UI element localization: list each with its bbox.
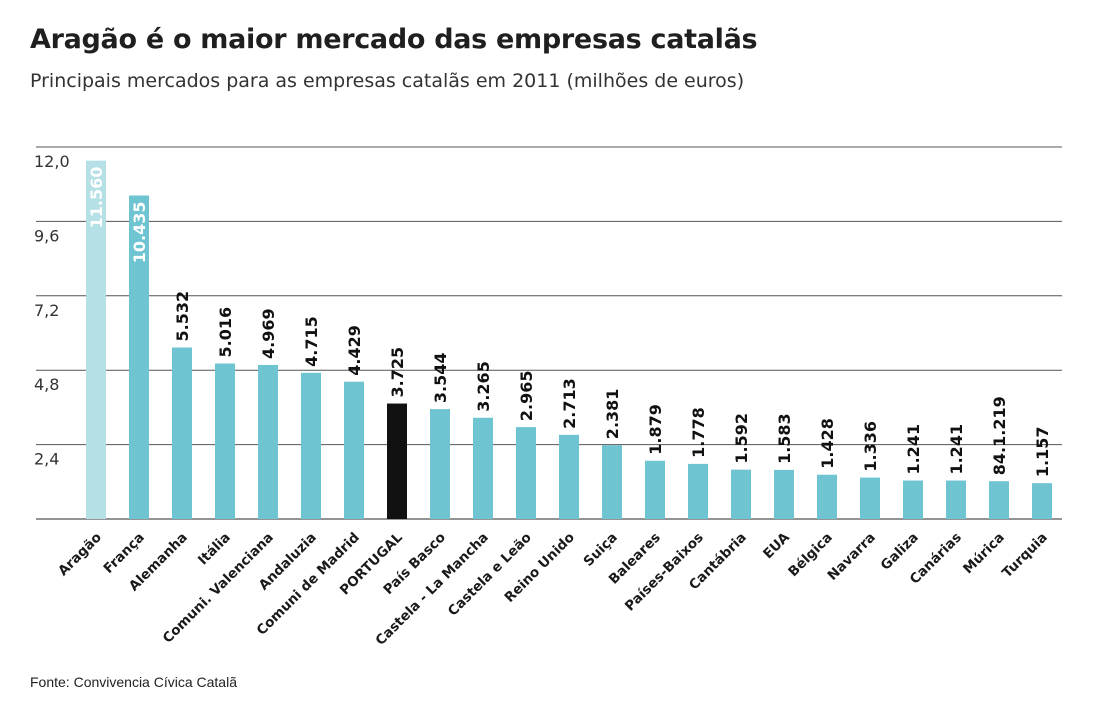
value-label: 5.532 [173, 291, 192, 342]
value-label: 3.265 [474, 361, 493, 412]
value-label: 2.381 [603, 389, 622, 440]
bar [516, 427, 536, 519]
value-label: 1.241 [947, 424, 966, 475]
category-label: Aragão [55, 530, 105, 580]
source-note: Fonte: Convivencia Cívica Catalã [30, 674, 237, 690]
value-label: 4.429 [345, 325, 364, 376]
bars [86, 160, 1052, 519]
value-label: 5.016 [216, 307, 235, 358]
bar [946, 480, 966, 519]
bar [86, 160, 106, 519]
bar [129, 195, 149, 519]
bar [344, 381, 364, 519]
value-label: 1.241 [904, 424, 923, 475]
category-label: Turquia [999, 530, 1051, 582]
bar [645, 460, 665, 519]
bar [258, 364, 278, 519]
value-label: 4.715 [302, 316, 321, 367]
value-label: 1.778 [689, 407, 708, 458]
y-axis: 2,4 4,8 7,2 9,6 12,0 [34, 152, 70, 469]
value-label: 1.583 [775, 413, 794, 464]
bar [860, 477, 880, 519]
value-label: 2.965 [517, 370, 536, 421]
value-label: 11.560 [87, 167, 106, 229]
grid-lines [36, 146, 1062, 520]
bar [430, 409, 450, 519]
bar [989, 481, 1009, 519]
chart-subtitle: Principais mercados para as empresas cat… [30, 70, 745, 92]
y-tick-label: 2,4 [34, 450, 59, 469]
value-label: 84.1.219 [990, 396, 1009, 475]
bar [731, 469, 751, 519]
value-label: 1.336 [861, 421, 880, 472]
category-label: Itália [195, 530, 234, 569]
bar [903, 480, 923, 519]
value-label: 3.544 [431, 353, 450, 404]
category-label: Países-Baixos [622, 530, 707, 615]
bar [473, 417, 493, 519]
value-label: 1.157 [1033, 427, 1052, 478]
bar [559, 434, 579, 519]
bar [688, 463, 708, 519]
category-label: Suiça [580, 530, 620, 570]
value-label: 4.969 [259, 308, 278, 359]
value-label: 1.592 [732, 413, 751, 464]
bar [301, 372, 321, 519]
bar [817, 474, 837, 519]
value-label: 1.428 [818, 418, 837, 469]
y-tick-label: 4,8 [34, 375, 59, 394]
value-label: 3.725 [388, 347, 407, 398]
y-tick-label: 9,6 [34, 226, 59, 245]
bar [1032, 483, 1052, 519]
value-label: 10.435 [130, 202, 149, 264]
bar [602, 445, 622, 519]
category-label: Navarra [825, 530, 879, 584]
bar [774, 469, 794, 519]
bar [172, 347, 192, 519]
bar [215, 363, 235, 519]
y-tick-label: 12,0 [34, 152, 70, 171]
value-label: 2.713 [560, 378, 579, 429]
value-labels: 11.560 10.435 5.532 5.016 4.969 4.715 4.429 3.7… [87, 167, 1052, 477]
bar [387, 403, 407, 519]
category-label: EUA [760, 529, 793, 562]
y-tick-label: 7,2 [34, 301, 59, 320]
chart-title: Aragão é o maior mercado das empresas ca… [30, 24, 758, 55]
value-label: 1.879 [646, 404, 665, 455]
